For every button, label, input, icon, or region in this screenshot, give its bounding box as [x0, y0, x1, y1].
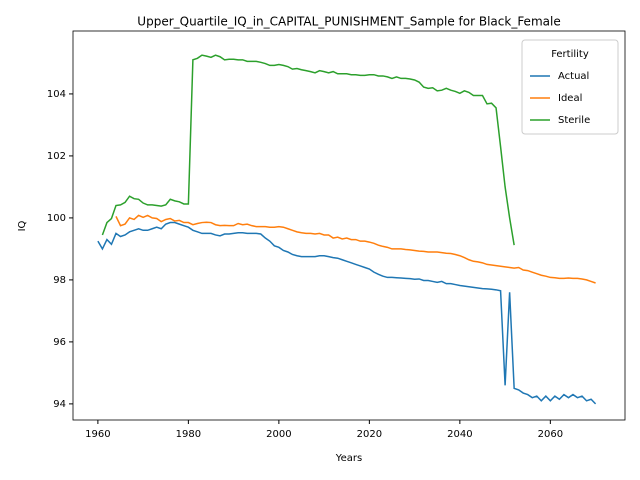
y-tick-label: 94	[53, 399, 66, 410]
y-tick-label: 100	[47, 213, 66, 224]
x-axis-label: Years	[335, 453, 362, 464]
x-tick-label: 1980	[176, 429, 201, 440]
y-tick-label: 96	[53, 337, 66, 348]
x-tick-label: 2000	[266, 429, 291, 440]
legend-label: Ideal	[558, 93, 582, 104]
chart-title: Upper_Quartile_IQ_in_CAPITAL_PUNISHMENT_…	[137, 15, 560, 29]
x-tick-label: 2060	[538, 429, 563, 440]
x-tick-label: 2040	[447, 429, 472, 440]
y-axis-label: IQ	[17, 220, 28, 231]
y-tick-label: 102	[47, 151, 66, 162]
y-tick-label: 98	[53, 275, 66, 286]
legend-label: Actual	[558, 71, 589, 82]
line-series	[97, 221, 597, 405]
legend-box	[521, 39, 619, 135]
legend-label: Sterile	[558, 115, 590, 126]
x-tick-label: 1960	[85, 429, 110, 440]
x-tick-label: 2020	[357, 429, 382, 440]
y-tick-label: 104	[47, 89, 66, 100]
legend-title: Fertility	[551, 49, 589, 60]
plot-frame	[72, 30, 626, 421]
line-series	[115, 214, 596, 284]
line-series	[101, 54, 515, 246]
